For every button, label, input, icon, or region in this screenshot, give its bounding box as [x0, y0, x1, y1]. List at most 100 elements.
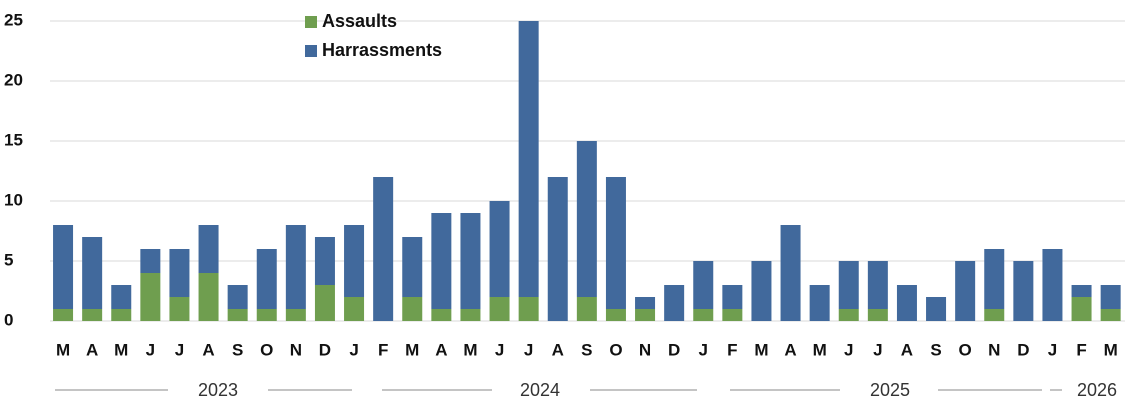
bar-segment: [576, 141, 597, 297]
bar-segment: [227, 285, 248, 309]
bar-segment: [314, 285, 335, 321]
year-label: 2026: [1077, 380, 1117, 400]
bar-segment: [53, 309, 74, 321]
bar-segment: [373, 177, 394, 321]
x-tick-label: J: [873, 340, 882, 359]
bar-segment: [285, 309, 306, 321]
y-tick-label: 0: [4, 310, 13, 329]
bar-segment: [53, 225, 74, 309]
x-tick-label: N: [639, 340, 651, 359]
x-tick-label: J: [349, 340, 358, 359]
bar-segment: [809, 285, 830, 321]
x-tick-label: S: [930, 340, 941, 359]
year-label: 2024: [520, 380, 560, 400]
year-label: 2025: [870, 380, 910, 400]
bar-segment: [169, 249, 190, 297]
bar-segment: [227, 309, 248, 321]
bar-segment: [926, 297, 947, 321]
year-label: 2023: [198, 380, 238, 400]
x-tick-label: M: [1104, 340, 1118, 359]
x-tick-label: M: [114, 340, 128, 359]
x-tick-label: A: [202, 340, 214, 359]
y-tick-label: 20: [4, 70, 23, 89]
x-tick-label: J: [146, 340, 155, 359]
bar-segment: [314, 237, 335, 285]
bar-segment: [169, 297, 190, 321]
bar-segment: [984, 249, 1005, 309]
bar-segment: [547, 177, 568, 321]
bar-segment: [518, 21, 539, 297]
x-tick-label: M: [463, 340, 477, 359]
x-tick-label: M: [405, 340, 419, 359]
bar-segment: [140, 273, 161, 321]
bar-segment: [489, 297, 510, 321]
bar-segment: [780, 225, 801, 321]
y-tick-label: 10: [4, 190, 23, 209]
x-tick-label: S: [232, 340, 243, 359]
x-tick-label: J: [1048, 340, 1057, 359]
x-tick-label: A: [901, 340, 913, 359]
bar-segment: [198, 273, 219, 321]
x-tick-label: M: [754, 340, 768, 359]
legend-swatch: [305, 45, 317, 57]
x-tick-label: M: [56, 340, 70, 359]
bar-segment: [722, 309, 743, 321]
bar-segment: [198, 225, 219, 273]
x-tick-label: M: [813, 340, 827, 359]
bar-segment: [838, 309, 859, 321]
x-tick-label: D: [319, 340, 331, 359]
bar-segment: [344, 297, 365, 321]
bar-segment: [955, 261, 976, 321]
bar-segment: [1100, 285, 1121, 309]
bar-segment: [344, 225, 365, 297]
legend-label: Harrassments: [322, 40, 442, 60]
x-tick-label: J: [495, 340, 504, 359]
bar-segment: [722, 285, 743, 309]
x-tick-label: F: [1076, 340, 1086, 359]
legend-swatch: [305, 16, 317, 28]
bar-segment: [896, 285, 917, 321]
bar-segment: [1013, 261, 1034, 321]
x-tick-label: F: [378, 340, 388, 359]
x-tick-label: O: [260, 340, 273, 359]
x-tick-label: A: [784, 340, 796, 359]
bar-segment: [111, 309, 132, 321]
x-tick-label: D: [668, 340, 680, 359]
bar-segment: [82, 237, 103, 309]
bar-segment: [256, 249, 277, 309]
bar-segment: [576, 297, 597, 321]
bar-segment: [605, 177, 626, 309]
bar-segment: [402, 297, 423, 321]
bar-segment: [867, 309, 888, 321]
y-tick-label: 15: [4, 130, 23, 149]
bar-segment: [867, 261, 888, 309]
x-tick-label: F: [727, 340, 737, 359]
bar-segment: [285, 225, 306, 309]
bar-segment: [693, 261, 714, 309]
bar-segment: [605, 309, 626, 321]
bar-segment: [518, 297, 539, 321]
bar-segment: [431, 309, 452, 321]
bar-segment: [489, 201, 510, 297]
x-tick-label: S: [581, 340, 592, 359]
bar-segment: [984, 309, 1005, 321]
bar-segment: [635, 309, 656, 321]
x-tick-label: O: [959, 340, 972, 359]
bar-segment: [111, 285, 132, 309]
x-tick-label: D: [1017, 340, 1029, 359]
x-tick-label: J: [844, 340, 853, 359]
x-tick-label: J: [175, 340, 184, 359]
x-tick-label: J: [524, 340, 533, 359]
bar-segment: [140, 249, 161, 273]
bar-segment: [1100, 309, 1121, 321]
x-tick-label: O: [609, 340, 622, 359]
y-tick-label: 25: [4, 10, 23, 29]
bar-segment: [751, 261, 772, 321]
bar-segment: [838, 261, 859, 309]
bar-segment: [460, 213, 481, 309]
bar-segment: [1071, 297, 1092, 321]
bar-segment: [431, 213, 452, 309]
x-tick-label: N: [290, 340, 302, 359]
bar-segment: [1042, 249, 1063, 321]
